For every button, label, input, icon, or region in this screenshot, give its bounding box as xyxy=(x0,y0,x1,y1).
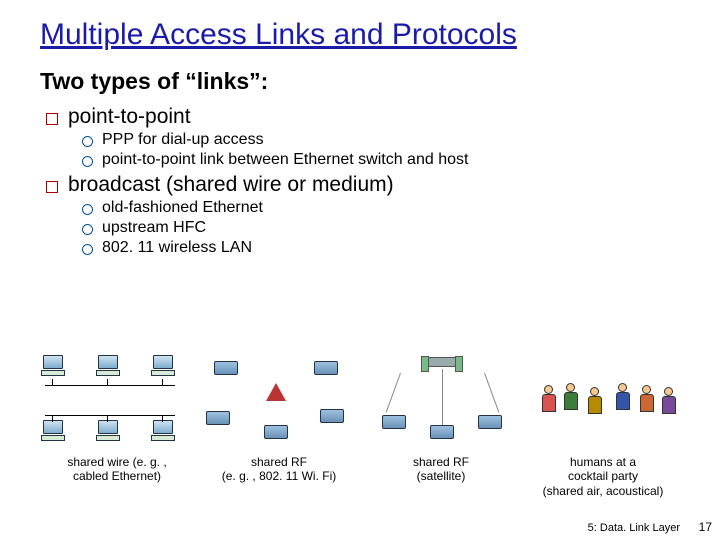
diagrams-row xyxy=(40,355,680,455)
ground-station-icon xyxy=(382,415,406,429)
sub-bullet: 802. 11 wireless LAN xyxy=(82,239,680,257)
computer-icon xyxy=(150,355,176,379)
captions-row: shared wire (e. g. ,cabled Ethernet) sha… xyxy=(40,455,680,498)
wireless-node-icon xyxy=(320,409,344,423)
bullet-point-to-point: point-to-point xyxy=(46,105,680,129)
diagram-cocktail-party xyxy=(538,355,680,455)
computer-icon xyxy=(40,420,66,444)
ground-station-icon xyxy=(478,415,502,429)
caption-shared-rf-satellite: shared RF(satellite) xyxy=(364,455,518,498)
computer-icon xyxy=(95,420,121,444)
computer-icon xyxy=(95,355,121,379)
person-icon xyxy=(586,387,604,421)
computer-icon xyxy=(40,355,66,379)
wireless-node-icon xyxy=(264,425,288,439)
subtitle: Two types of “links”: xyxy=(40,68,680,95)
person-icon xyxy=(540,385,558,419)
tower-icon xyxy=(266,383,286,401)
satellite-icon xyxy=(428,357,456,367)
computer-icon xyxy=(150,420,176,444)
diagram-shared-rf-wifi xyxy=(206,355,348,455)
ground-station-icon xyxy=(430,425,454,439)
sub-bullet: old-fashioned Ethernet xyxy=(82,199,680,217)
caption-shared-wire: shared wire (e. g. ,cabled Ethernet) xyxy=(40,455,194,498)
diagram-shared-wire xyxy=(40,355,182,455)
sub-bullet: upstream HFC xyxy=(82,219,680,237)
page-number: 17 xyxy=(699,520,712,534)
wireless-node-icon xyxy=(206,411,230,425)
caption-cocktail-party: humans at acocktail party(shared air, ac… xyxy=(526,455,680,498)
wireless-node-icon xyxy=(314,361,338,375)
slide-title: Multiple Access Links and Protocols xyxy=(40,18,680,52)
person-icon xyxy=(638,385,656,419)
wireless-node-icon xyxy=(214,361,238,375)
sub-bullet: point-to-point link between Ethernet swi… xyxy=(82,151,680,169)
footer-text: 5: Data. Link Layer xyxy=(588,522,680,534)
bullet-broadcast: broadcast (shared wire or medium) xyxy=(46,173,680,197)
person-icon xyxy=(614,383,632,417)
sub-bullet: PPP for dial-up access xyxy=(82,131,680,149)
person-icon xyxy=(562,383,580,417)
person-icon xyxy=(660,387,678,421)
diagram-shared-rf-satellite xyxy=(372,355,514,455)
caption-shared-rf-wifi: shared RF(e. g. , 802. 11 Wi. Fi) xyxy=(202,455,356,498)
